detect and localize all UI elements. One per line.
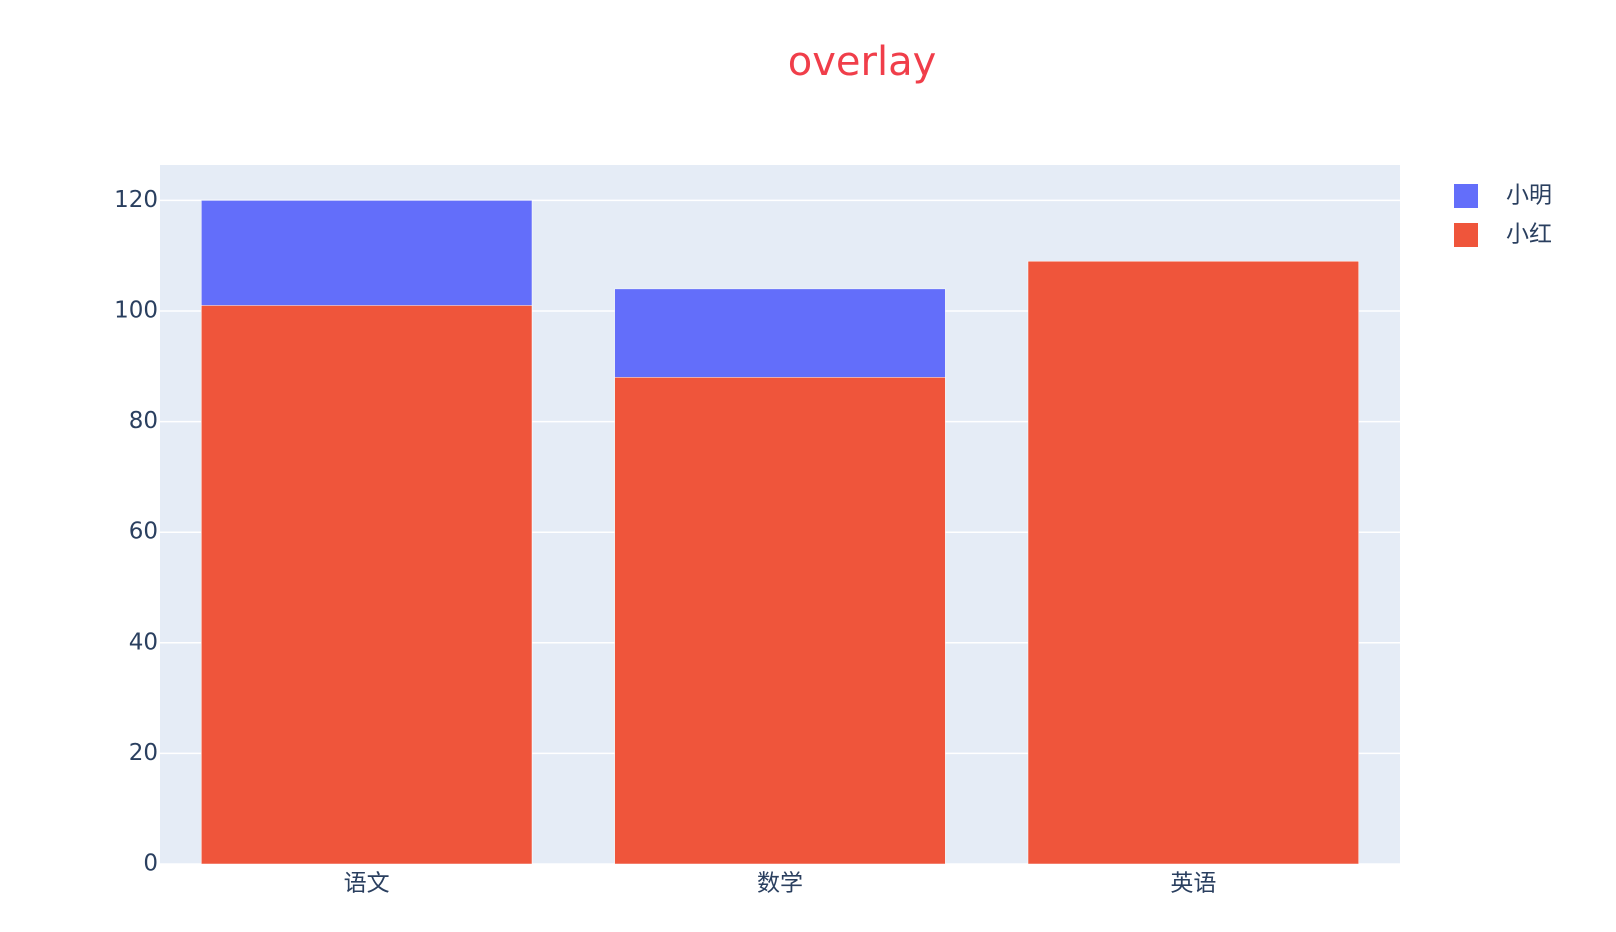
legend-swatch (1454, 184, 1478, 208)
y-tick-label: 60 (129, 519, 158, 545)
bar (614, 377, 946, 865)
x-tick-label: 英语 (1170, 871, 1216, 897)
y-tick-label: 0 (143, 851, 158, 877)
legend-label: 小红 (1506, 222, 1552, 248)
y-tick-label: 120 (114, 187, 158, 213)
bar (1027, 260, 1359, 865)
chart-title: overlay (788, 39, 937, 85)
bar (201, 305, 533, 865)
y-tick-label: 20 (129, 740, 158, 766)
y-tick-label: 80 (129, 408, 158, 434)
y-tick-label: 100 (114, 297, 158, 323)
x-tick-label: 语文 (344, 871, 390, 897)
x-tick-label: 数学 (757, 871, 803, 897)
legend-swatch (1454, 223, 1478, 247)
y-tick-label: 40 (129, 629, 158, 655)
legend-label: 小明 (1506, 183, 1552, 209)
